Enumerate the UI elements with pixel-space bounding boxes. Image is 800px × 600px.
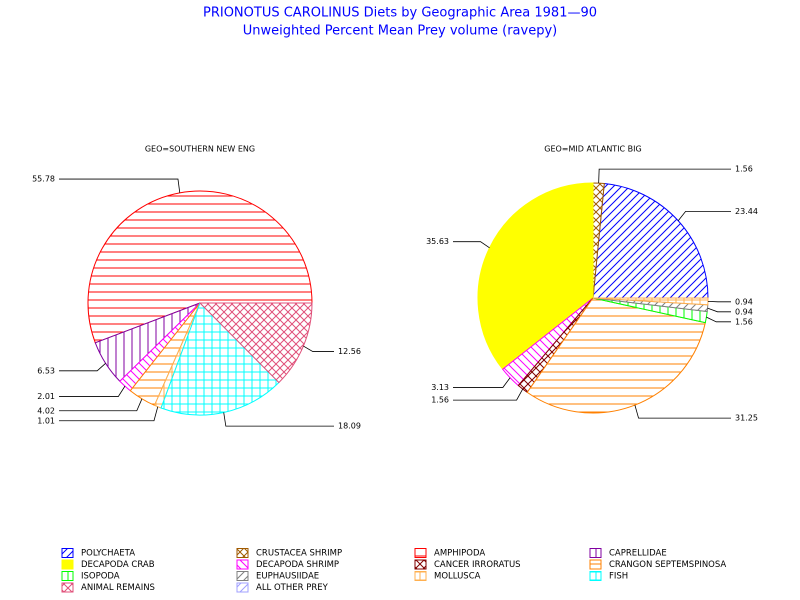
pie-slice: [87, 190, 313, 344]
legend-swatch: [414, 559, 427, 570]
leader-line: [59, 398, 143, 412]
chart-subtitle: Unweighted Percent Mean Prey volume (rav…: [243, 24, 557, 39]
legend-label: EUPHAUSIIDAE: [256, 572, 319, 582]
data-label: 31.25: [735, 414, 758, 423]
leader-line: [59, 178, 181, 193]
legend-label: ANIMAL REMAINS: [81, 583, 155, 593]
legend-label: FISH: [609, 572, 628, 582]
legend-label: ALL OTHER PREY: [256, 583, 329, 593]
pie-title: GEO=SOUTHERN NEW ENG: [145, 145, 255, 154]
pie-slice: [160, 302, 280, 416]
legend-swatch: [236, 571, 249, 581]
legend-swatch: [414, 548, 427, 558]
data-label: 1.56: [431, 396, 449, 405]
pie-slice: [477, 182, 594, 370]
data-label: 6.53: [37, 366, 55, 375]
chart-title: PRIONOTUS CAROLINUS Diets by Geographic …: [203, 6, 597, 21]
data-label: 2.01: [37, 392, 55, 401]
data-label: 55.78: [32, 175, 55, 184]
data-label: 0.94: [735, 307, 753, 316]
data-label: 1.56: [735, 317, 753, 326]
leader-line: [453, 241, 490, 249]
leader-line: [59, 406, 159, 422]
legend-label: MOLLUSCA: [434, 572, 481, 582]
data-label: 18.09: [338, 422, 361, 431]
data-label: 23.44: [735, 207, 758, 216]
data-label: 35.63: [426, 237, 449, 246]
legend-label: DECAPODA SHRIMP: [256, 560, 339, 570]
legend-label: POLYCHAETA: [81, 549, 135, 559]
legend-swatch: [589, 548, 602, 558]
legend-swatch: [589, 571, 602, 581]
legend-swatch: [236, 559, 249, 570]
data-label: 0.94: [735, 297, 753, 306]
leader-line: [59, 362, 106, 372]
legend-swatch: [61, 559, 74, 570]
leader-line: [453, 377, 511, 388]
legend-swatch: [61, 582, 74, 593]
data-label: 12.56: [338, 347, 361, 356]
pie-slice: [592, 183, 709, 299]
leader-line: [453, 388, 524, 401]
legend-label: CRANGON SEPTEMSPINOSA: [609, 560, 726, 570]
legend-label: CAPRELLIDAE: [609, 549, 667, 559]
legend-label: DECAPODA CRAB: [81, 560, 155, 570]
data-label: 3.13: [431, 383, 449, 392]
leader-line: [59, 385, 126, 397]
legend-swatch: [589, 559, 602, 570]
leader-line: [223, 412, 334, 427]
legend-swatch: [236, 548, 249, 558]
data-label: 1.01: [37, 416, 55, 425]
pie-slice: [198, 302, 313, 384]
legend-label: CRUSTACEA SHRIMP: [256, 549, 342, 559]
leader-line: [677, 210, 731, 222]
leader-line: [707, 307, 731, 313]
pie-slice: [592, 297, 709, 306]
legend-label: CANCER IRRORATUS: [434, 560, 521, 570]
data-label: 4.02: [37, 406, 55, 415]
leader-line: [598, 168, 731, 184]
leader-line: [634, 404, 731, 419]
pie-title: GEO=MID ATLANTIC BIG: [544, 145, 641, 154]
data-label: 1.56: [735, 165, 753, 174]
legend-label: ISOPODA: [81, 572, 120, 582]
legend-swatch: [236, 582, 249, 593]
legend-swatch: [61, 548, 74, 558]
legend-label: AMPHIPODA: [434, 549, 485, 559]
leader-line: [303, 345, 334, 352]
legend-swatch: [414, 571, 427, 581]
legend-swatch: [61, 571, 74, 581]
leader-line: [706, 316, 731, 323]
